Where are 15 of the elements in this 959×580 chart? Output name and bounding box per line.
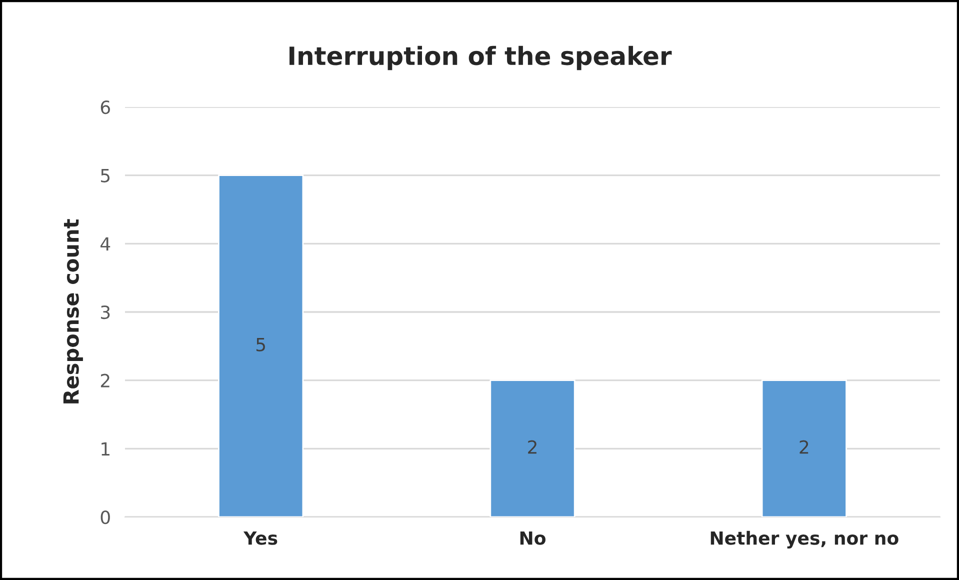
y-tick-label: 2 (100, 374, 110, 388)
data-label: 2 (800, 440, 808, 454)
y-tick-label: 3 (101, 305, 110, 320)
data-label: 5 (256, 338, 265, 352)
data-label: 2 (528, 440, 536, 454)
y-tick-label: 1 (102, 442, 110, 456)
y-tick-label: 0 (100, 510, 110, 524)
x-tick-label: No (520, 531, 546, 545)
y-tick-label: 5 (101, 169, 110, 182)
chart-title: Interruption of the speaker (290, 46, 672, 70)
y-tick-label: 4 (100, 237, 110, 251)
x-tick-label: Nether yes, nor no (710, 530, 898, 549)
y-axis-title: Response count (63, 219, 83, 404)
y-tick-label: 6 (100, 100, 110, 114)
x-tick-label: Yes (243, 531, 278, 545)
